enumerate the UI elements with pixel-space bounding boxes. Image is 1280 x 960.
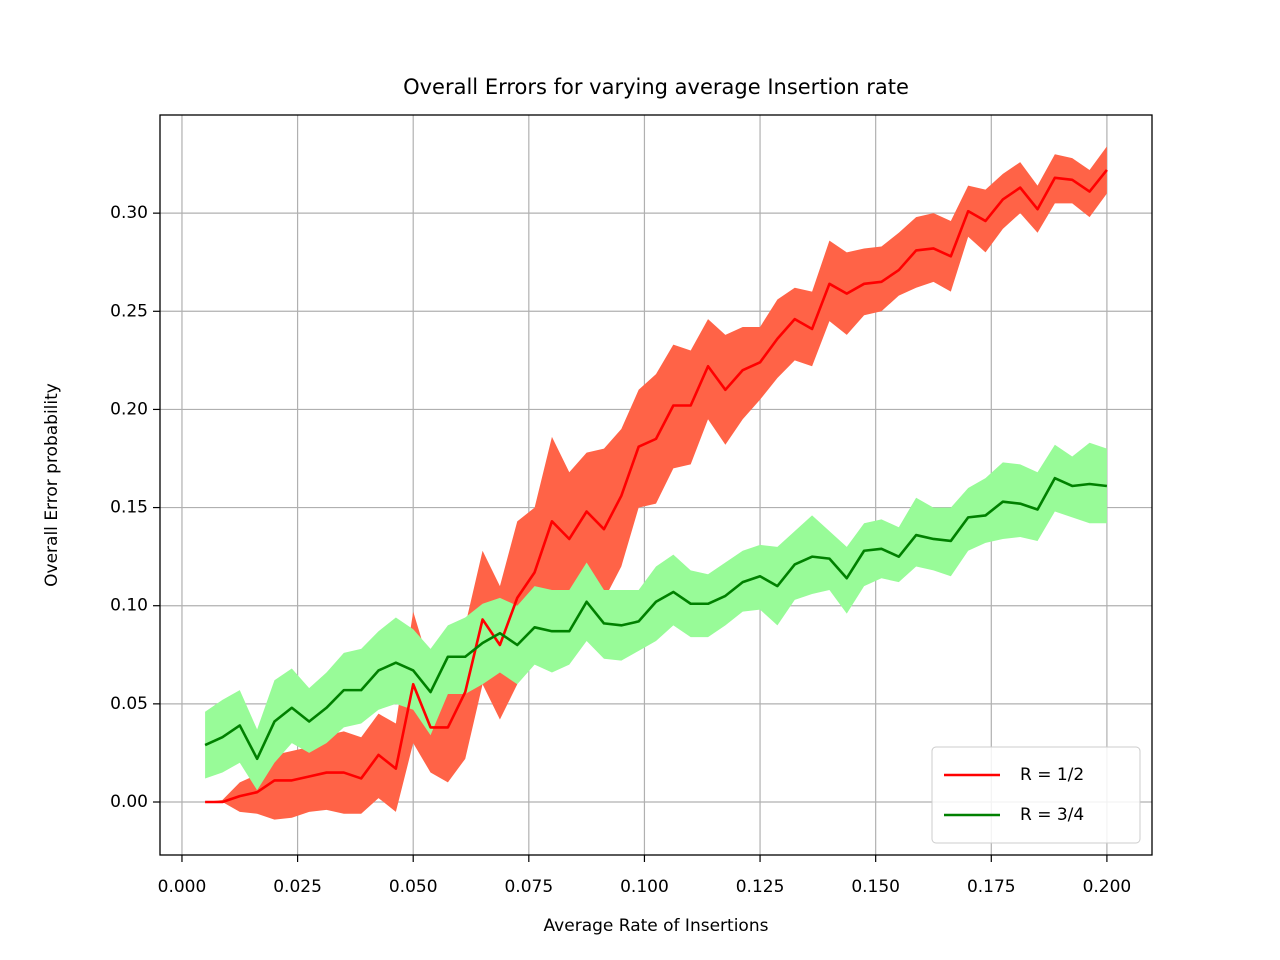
y-axis-label: Overall Error probability: [42, 383, 62, 587]
y-tick-label: 0.10: [110, 596, 148, 616]
plot-frame: [159, 114, 1153, 856]
y-tick-label: 0.25: [110, 301, 148, 321]
y-tick-label: 0.30: [110, 203, 148, 223]
legend-box: [931, 746, 1141, 844]
legend-label: R = 3/4: [1020, 805, 1084, 825]
line: [204, 476, 1108, 761]
x-tick-label: 0.050: [389, 877, 438, 897]
x-tick-label: 0.100: [620, 877, 669, 897]
x-tick-label: 0.150: [851, 877, 900, 897]
x-tick-label: 0.125: [736, 877, 785, 897]
x-tick-label: 0.075: [504, 877, 553, 897]
y-tick-label: 0.00: [110, 792, 148, 812]
line: [205, 169, 1108, 804]
legend-label: R = 1/2: [1020, 765, 1084, 785]
x-tick-label: 0.200: [1083, 877, 1132, 897]
x-axis-label: Average Rate of Insertions: [544, 916, 769, 936]
x-tick-label: 0.025: [273, 877, 322, 897]
error-band: [205, 146, 1107, 820]
y-tick-label: 0.20: [110, 399, 148, 419]
y-tick-label: 0.05: [110, 694, 148, 714]
x-tick-label: 0.000: [158, 877, 207, 897]
y-tick-label: 0.15: [110, 498, 148, 518]
chart-title: Overall Errors for varying average Inser…: [403, 75, 909, 99]
x-tick-label: 0.175: [967, 877, 1016, 897]
error-band: [205, 442, 1107, 791]
